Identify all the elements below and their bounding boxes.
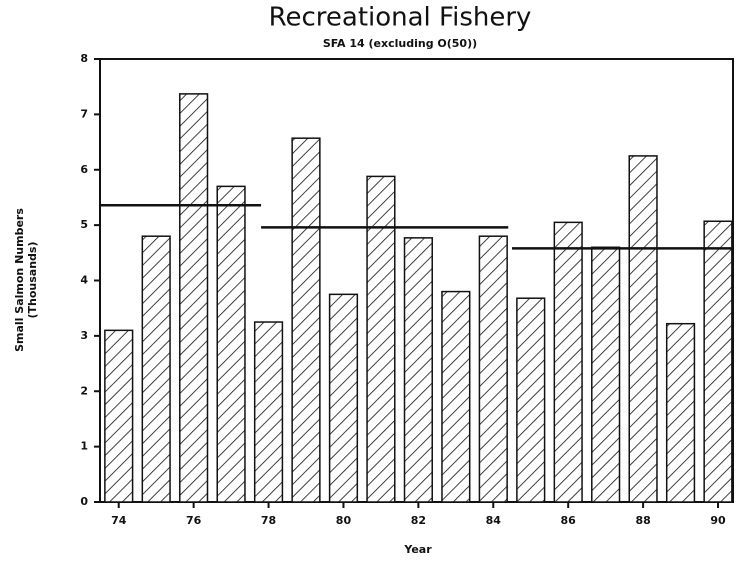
bar bbox=[141, 235, 171, 503]
bar bbox=[291, 137, 321, 503]
bar bbox=[703, 220, 733, 503]
bar bbox=[403, 237, 433, 503]
x-axis-label: Year bbox=[403, 543, 432, 556]
y-tick-label: 8 bbox=[80, 52, 88, 65]
y-tick-label: 3 bbox=[80, 329, 88, 342]
bar bbox=[591, 246, 621, 503]
x-tick-label: 86 bbox=[561, 514, 577, 527]
bar bbox=[628, 155, 658, 503]
y-axis-label: (Thousands) bbox=[26, 242, 39, 319]
y-tick-label: 7 bbox=[80, 107, 88, 120]
bar bbox=[516, 297, 546, 503]
bar bbox=[665, 322, 696, 503]
y-axis-label: Small Salmon Numbers bbox=[13, 208, 26, 352]
y-tick-label: 1 bbox=[80, 440, 88, 453]
y-tick-label: 0 bbox=[80, 495, 88, 508]
x-tick-label: 84 bbox=[486, 514, 502, 527]
bar bbox=[216, 185, 246, 503]
bar bbox=[179, 93, 209, 503]
y-tick-label: 4 bbox=[80, 274, 88, 287]
bar bbox=[366, 175, 396, 503]
y-tick-label: 6 bbox=[80, 163, 88, 176]
bar bbox=[104, 329, 134, 503]
bar bbox=[441, 290, 471, 503]
chart-title: Recreational Fishery bbox=[269, 3, 532, 33]
y-tick-label: 2 bbox=[80, 384, 88, 397]
x-tick-label: 88 bbox=[635, 514, 650, 527]
bar bbox=[478, 235, 508, 503]
x-tick-label: 82 bbox=[411, 514, 426, 527]
y-tick-label: 5 bbox=[80, 218, 88, 231]
x-tick-label: 80 bbox=[336, 514, 352, 527]
x-tick-label: 74 bbox=[111, 514, 127, 527]
x-tick-label: 76 bbox=[186, 514, 202, 527]
chart-subtitle: SFA 14 (excluding O(50)) bbox=[323, 37, 477, 50]
bar bbox=[253, 321, 284, 503]
x-tick-label: 78 bbox=[261, 514, 276, 527]
x-tick-label: 90 bbox=[710, 514, 726, 527]
bar bbox=[553, 221, 583, 503]
bar bbox=[328, 293, 359, 503]
